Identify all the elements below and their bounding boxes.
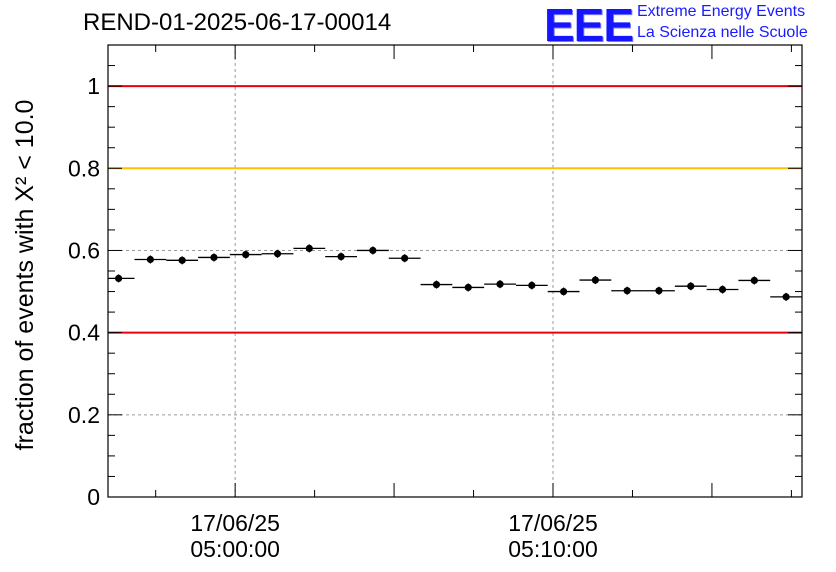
data-point xyxy=(687,282,695,290)
y-tick-label: 0.8 xyxy=(68,155,100,181)
data-point xyxy=(782,293,790,301)
axis-ticks xyxy=(108,44,802,498)
reference-lines xyxy=(108,85,802,334)
data-point xyxy=(591,276,599,284)
data-point xyxy=(464,283,472,292)
data-point xyxy=(146,255,154,264)
data-point xyxy=(242,250,250,259)
logo-line-2: La Scienza nelle Scuole xyxy=(637,24,808,41)
y-tick-labels: 0 0.2 0.4 0.6 0.8 1 xyxy=(68,73,100,510)
data-point xyxy=(655,287,663,295)
grid-lines xyxy=(108,45,802,497)
x-tick-date: 17/06/25 xyxy=(508,510,598,536)
data-point xyxy=(210,253,218,262)
y-tick-label: 0.4 xyxy=(68,320,100,346)
data-point xyxy=(178,256,186,264)
y-axis-label: fraction of events with X² < 10.0 xyxy=(11,100,39,451)
data-point xyxy=(337,253,345,261)
x-tick-time: 05:10:00 xyxy=(508,536,598,562)
plot-frame xyxy=(107,44,803,498)
y-tick-label: 0.6 xyxy=(68,237,100,263)
data-point xyxy=(718,285,727,294)
data-point xyxy=(401,254,409,262)
x-tick-time: 05:00:00 xyxy=(190,536,280,562)
eee-logo: EEE Extreme Energy Events La Scienza nel… xyxy=(544,0,836,51)
y-tick-label: 1 xyxy=(87,73,100,99)
data-point xyxy=(114,274,123,282)
data-point xyxy=(528,281,536,289)
data-point xyxy=(369,246,377,255)
data-point xyxy=(305,244,313,252)
data-point xyxy=(560,287,568,296)
x-tick-date: 17/06/25 xyxy=(190,510,280,536)
data-point xyxy=(623,287,631,295)
data-point xyxy=(750,276,758,285)
logo-mark: EEE xyxy=(544,0,634,51)
y-tick-label: 0 xyxy=(87,484,100,510)
logo-line-1: Extreme Energy Events xyxy=(637,3,806,20)
data-points xyxy=(108,244,802,301)
data-point xyxy=(496,280,504,288)
data-point xyxy=(432,280,441,289)
data-point xyxy=(273,250,282,258)
plot-title: REND-01-2025-06-17-00014 xyxy=(83,9,392,36)
y-tick-label: 0.2 xyxy=(68,402,100,428)
